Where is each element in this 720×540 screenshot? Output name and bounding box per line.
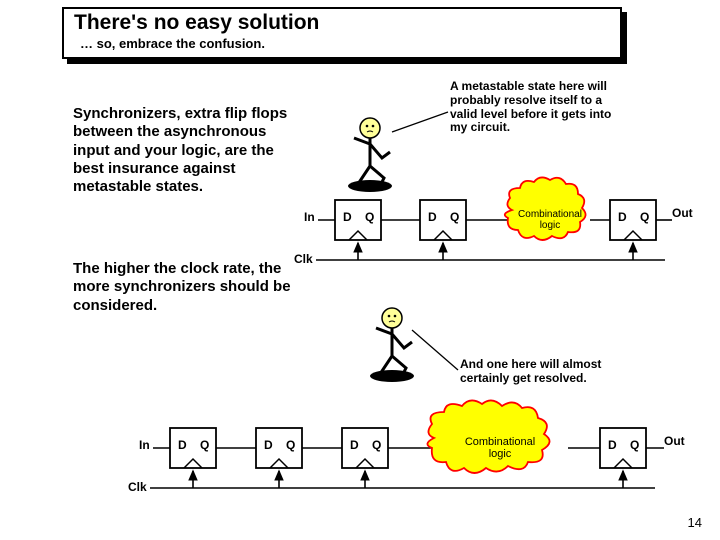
c2-ff3-q: Q [372,438,385,452]
c1-ff3-q: Q [640,210,653,224]
annotation-top: A metastable state here will probably re… [450,80,630,135]
cloud-2 [427,400,549,473]
title-main: There's no easy solution [74,11,610,34]
c1-ff1-q: Q [365,210,378,224]
c1-ff3-d: D [618,210,631,224]
c2-ff1-d: D [178,438,191,452]
c2-ff2-d: D [264,438,277,452]
cloud2-l1: Combinational [465,436,535,448]
c2-ff1-q: Q [200,438,213,452]
c1-in: In [304,210,315,224]
title-sub: … so, embrace the confusion. [80,36,610,52]
c1-out: Out [672,206,693,220]
c1-clk: Clk [294,252,313,266]
c2-ff4-d: D [608,438,621,452]
c2-ff4-q: Q [630,438,643,452]
cloud1-l2: logic [540,220,561,231]
paragraph-2: The higher the clock rate, the more sync… [73,260,293,315]
annotation-mid: And one here will almost certainly get r… [460,358,650,386]
c2-ff2-q: Q [286,438,299,452]
c2-ff3-d: D [350,438,363,452]
c1-ff2-q: Q [450,210,463,224]
page-number: 14 [688,515,702,530]
c2-out: Out [664,434,685,448]
c2-clk: Clk [128,480,147,494]
cloud-1 [505,177,586,240]
c2-in: In [139,438,150,452]
figure-1 [348,118,392,192]
c1-ff1-d: D [343,210,356,224]
cloud2-l2: logic [489,448,512,460]
paragraph-1: Synchronizers, extra flip flops between … [73,105,293,196]
c1-ff2-d: D [428,210,441,224]
figure-2 [370,308,414,382]
title-box: There's no easy solution … so, embrace t… [62,7,622,59]
cloud1-l1: Combinational [518,209,582,220]
